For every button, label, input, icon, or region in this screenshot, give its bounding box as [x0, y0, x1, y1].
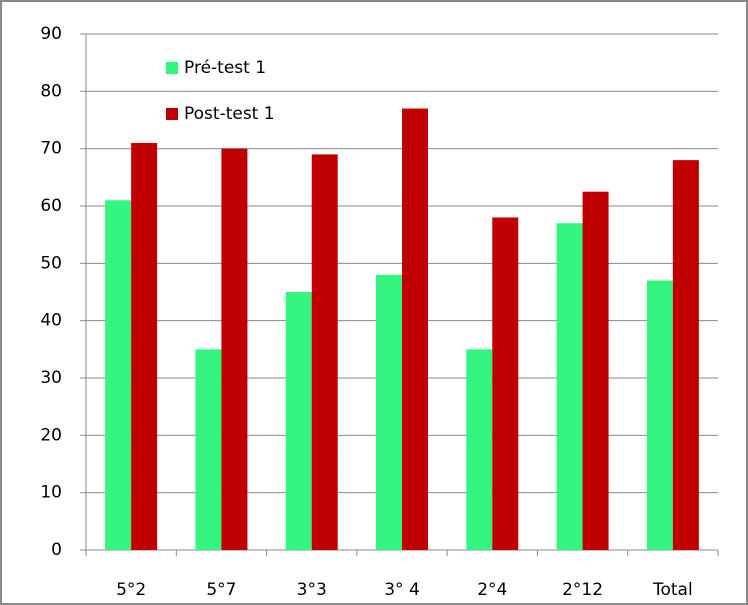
- y-tick-label: 80: [40, 81, 62, 101]
- bar: [492, 217, 519, 550]
- bar: [221, 148, 248, 550]
- bar: [556, 223, 583, 550]
- y-tick-label: 70: [40, 139, 62, 159]
- x-tick-label: 2°12: [562, 580, 603, 600]
- y-tick-label: 30: [40, 368, 62, 388]
- x-tick-label: Total: [652, 580, 693, 600]
- y-tick-label: 40: [40, 311, 62, 331]
- bar: [582, 191, 609, 550]
- x-tick-label: 3°3: [297, 580, 327, 600]
- legend-swatch: [166, 108, 178, 120]
- y-tick-label: 10: [40, 483, 62, 503]
- y-tick-label: 0: [51, 540, 62, 560]
- x-tick-label: 2°4: [477, 580, 507, 600]
- y-tick-label: 50: [40, 253, 62, 273]
- legend-swatch: [166, 62, 178, 74]
- legend-label: Pré-test 1: [184, 58, 266, 78]
- bar: [402, 108, 428, 551]
- bar: [131, 142, 158, 550]
- bar: [311, 154, 338, 550]
- bar: [672, 160, 699, 550]
- bar: [376, 274, 402, 550]
- bar: [466, 349, 493, 550]
- bar: [105, 200, 132, 550]
- y-tick-label: 90: [40, 24, 62, 44]
- y-tick-label: 20: [40, 425, 62, 445]
- y-tick-label: 60: [40, 196, 62, 216]
- bar: [285, 292, 312, 550]
- legend-label: Post-test 1: [184, 104, 275, 124]
- x-tick-label: 5°2: [116, 580, 146, 600]
- x-tick-label: 3° 4: [384, 580, 420, 600]
- bar: [195, 349, 222, 550]
- x-tick-label: 5°7: [206, 580, 236, 600]
- bar: [646, 280, 673, 550]
